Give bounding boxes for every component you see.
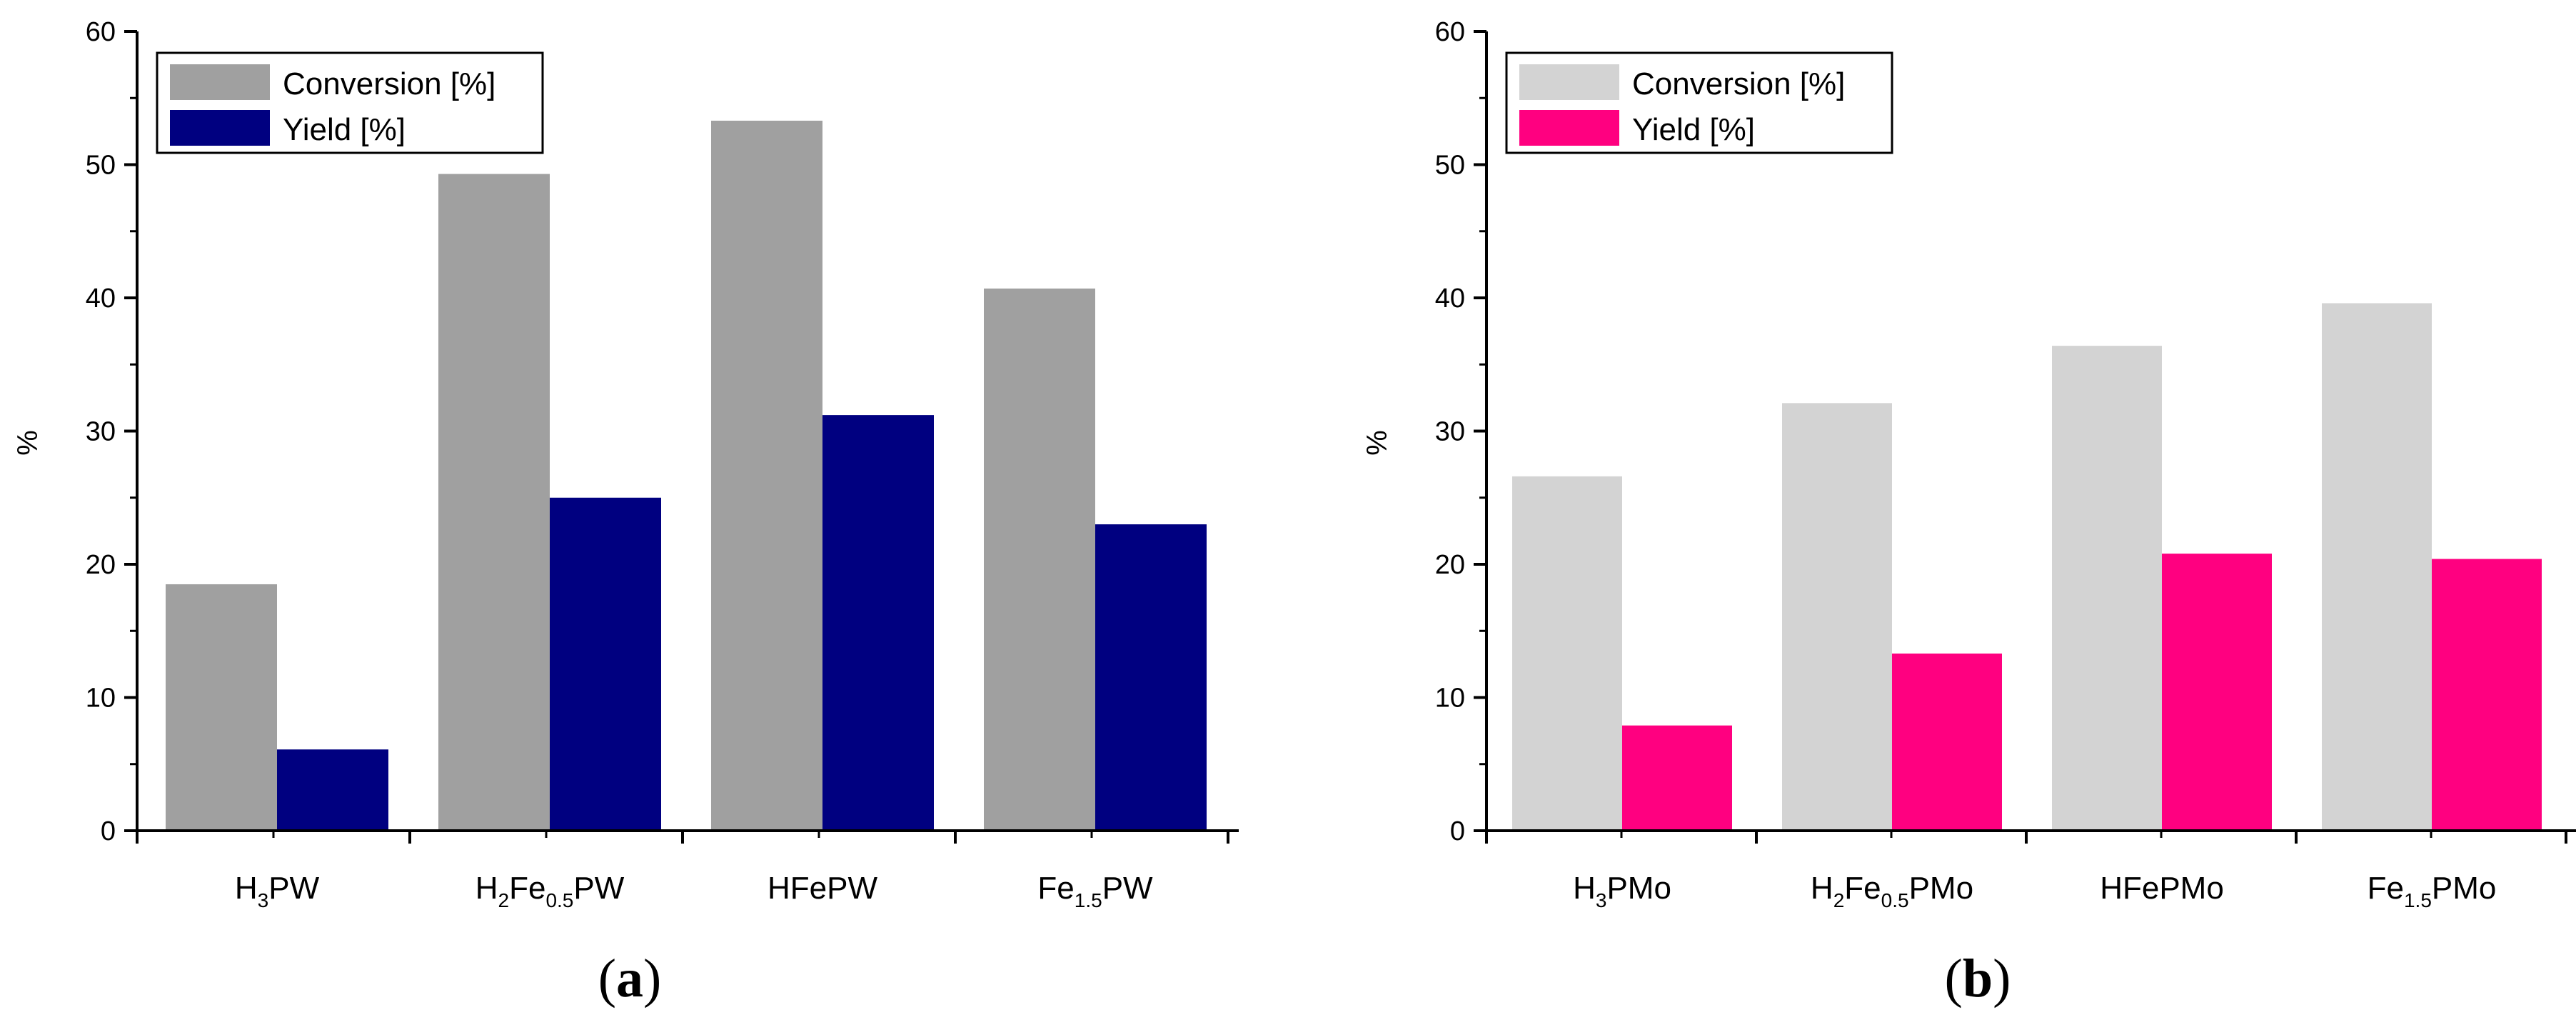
- x-category-text: PW: [268, 871, 319, 906]
- y-tick-label: 30: [86, 417, 116, 447]
- bar-yield-1: [550, 497, 661, 831]
- y-tick-label: 0: [101, 816, 116, 846]
- x-category-text: Fe: [1844, 871, 1881, 906]
- panel-label-close: ): [1993, 949, 2011, 1009]
- legend-label-1: Yield [%]: [1632, 112, 1755, 147]
- legend-label-1: Yield [%]: [283, 112, 406, 147]
- y-tick-label: 20: [1435, 550, 1465, 580]
- x-category-text: Fe: [1037, 871, 1074, 906]
- legend-swatch-0: [170, 64, 270, 100]
- y-tick-label: 40: [86, 284, 116, 314]
- bar-conversion-2: [711, 120, 822, 831]
- panel-label: (a): [598, 949, 662, 1009]
- legend-label-0: Conversion [%]: [283, 66, 495, 101]
- panel-label: (b): [1945, 949, 2011, 1009]
- x-category-subscript: 0.5: [1881, 889, 1909, 911]
- y-tick-label: 60: [1435, 17, 1465, 47]
- x-category-text: PW: [573, 871, 624, 906]
- x-category-label: H3PMo: [1573, 871, 1671, 911]
- x-category-label: HFePMo: [2100, 871, 2224, 906]
- x-category-text: PMo: [1909, 871, 1973, 906]
- x-category-text: PW: [1102, 871, 1153, 906]
- bar-yield-2: [2162, 554, 2272, 831]
- panel-label-letter: b: [1963, 949, 1993, 1009]
- x-category-subscript: 2: [498, 889, 510, 911]
- bar-yield-3: [2432, 559, 2542, 831]
- x-category-text: H: [476, 871, 498, 906]
- x-category-subscript: 2: [1833, 889, 1845, 911]
- x-category-subscript: 3: [258, 889, 269, 911]
- y-tick-label: 50: [86, 151, 116, 181]
- panel-label-open: (: [598, 949, 616, 1009]
- bar-yield-0: [1622, 725, 1732, 831]
- bar-conversion-2: [2052, 346, 2162, 831]
- x-category-label: H3PW: [235, 871, 320, 911]
- panel-label-open: (: [1945, 949, 1963, 1009]
- x-category-subscript: 1.5: [1075, 889, 1102, 911]
- x-category-text: H: [235, 871, 258, 906]
- x-category-label: Fe1.5PMo: [2368, 871, 2497, 911]
- x-category-text: HFePMo: [2100, 871, 2224, 906]
- x-category-text: H: [1573, 871, 1596, 906]
- x-category-label: HFePW: [768, 871, 877, 906]
- y-tick-label: 10: [1435, 684, 1465, 714]
- bar-conversion-3: [984, 288, 1095, 831]
- bar-yield-2: [822, 415, 934, 831]
- x-category-subscript: 1.5: [2404, 889, 2432, 911]
- bar-yield-0: [277, 749, 388, 831]
- x-category-label: H2Fe0.5PW: [476, 871, 625, 911]
- bar-yield-3: [1095, 524, 1207, 831]
- x-category-label: Fe1.5PW: [1037, 871, 1153, 911]
- y-axis-label: %: [12, 430, 44, 456]
- y-tick-label: 40: [1435, 284, 1465, 314]
- panel-label-close: ): [643, 949, 661, 1009]
- x-category-text: PMo: [1606, 871, 1671, 906]
- x-category-label: H2Fe0.5PMo: [1811, 871, 1973, 911]
- bar-conversion-1: [438, 174, 550, 831]
- legend-swatch-0: [1519, 64, 1619, 100]
- y-tick-label: 10: [86, 684, 116, 714]
- x-category-text: PMo: [2432, 871, 2496, 906]
- x-category-text: Fe: [509, 871, 545, 906]
- y-tick-label: 0: [1450, 816, 1465, 846]
- y-tick-label: 20: [86, 550, 116, 580]
- x-category-text: Fe: [2368, 871, 2404, 906]
- y-axis-label: %: [1362, 430, 1393, 456]
- x-category-text: H: [1811, 871, 1833, 906]
- y-tick-label: 50: [1435, 151, 1465, 181]
- panel-label-letter: a: [616, 949, 643, 1009]
- bar-yield-1: [1892, 653, 2002, 831]
- legend-swatch-1: [170, 110, 270, 146]
- bar-conversion-1: [1782, 403, 1892, 831]
- x-category-subscript: 0.5: [545, 889, 573, 911]
- y-tick-label: 60: [86, 17, 116, 47]
- bar-conversion-3: [2322, 303, 2432, 831]
- legend-label-0: Conversion [%]: [1632, 66, 1845, 101]
- x-category-subscript: 3: [1596, 889, 1607, 911]
- y-tick-label: 30: [1435, 417, 1465, 447]
- bar-conversion-0: [166, 584, 277, 831]
- bar-conversion-0: [1512, 476, 1622, 831]
- legend-swatch-1: [1519, 110, 1619, 146]
- x-category-text: HFePW: [768, 871, 877, 906]
